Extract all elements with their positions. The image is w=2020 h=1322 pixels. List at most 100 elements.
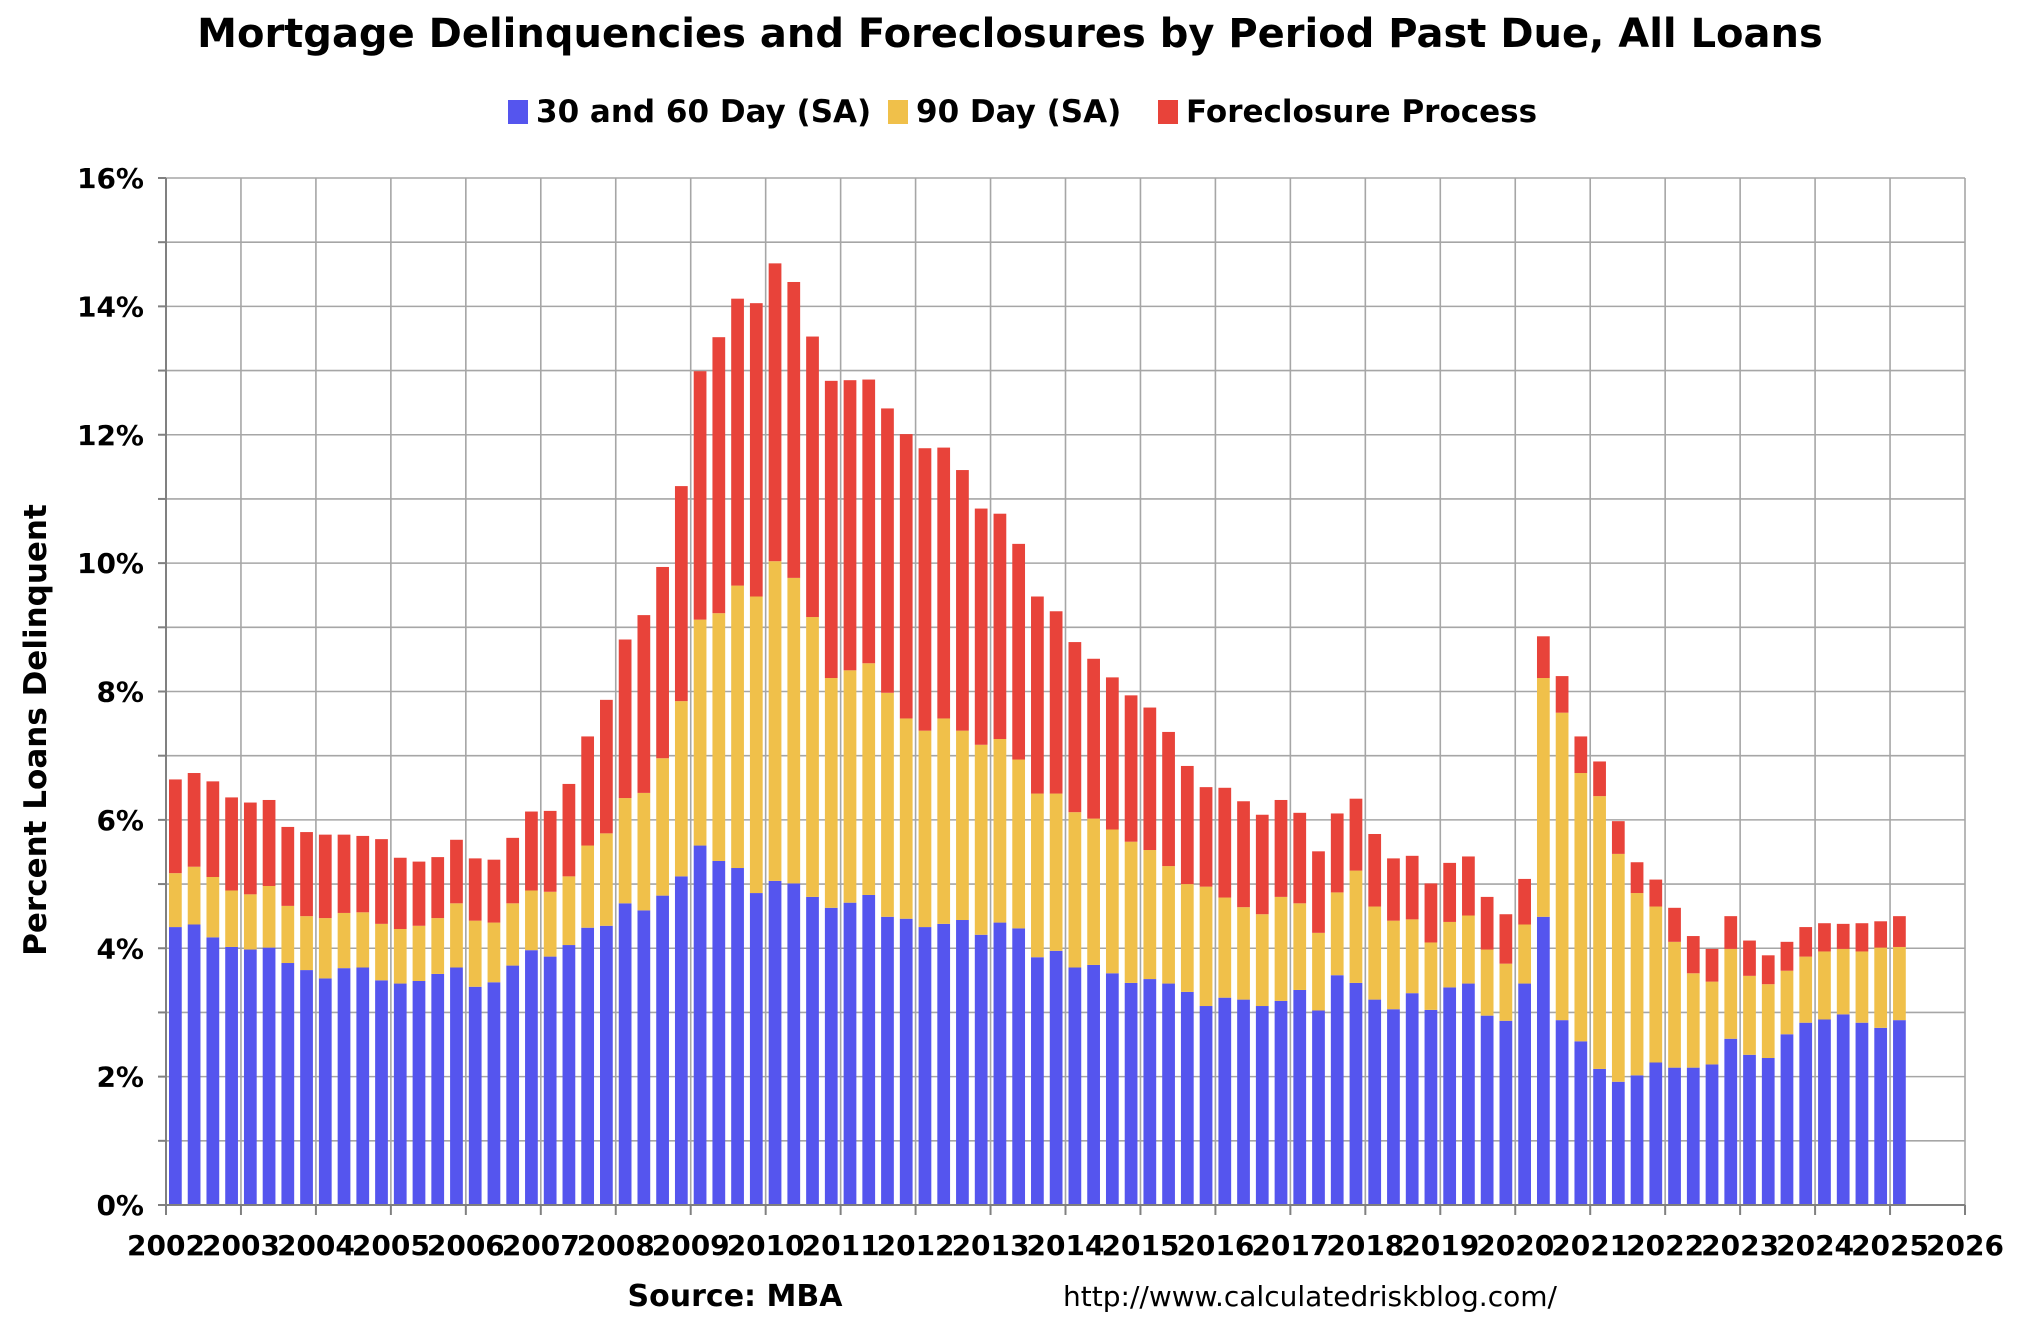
bar-30-60-day [693, 845, 707, 1205]
bar-30-60-day [1818, 1019, 1831, 1205]
bar-90-day [1555, 712, 1569, 1021]
bar-foreclosure [1199, 787, 1213, 887]
bar-90-day [974, 744, 988, 935]
bar-90-day [956, 730, 969, 921]
bar-foreclosure [393, 857, 407, 929]
bar-30-60-day [562, 945, 576, 1205]
bar-90-day [262, 885, 276, 948]
bar-90-day [1049, 793, 1063, 951]
bar-foreclosure [1237, 801, 1250, 908]
bar-90-day [1124, 841, 1138, 983]
bar-foreclosure [168, 779, 182, 874]
bar-foreclosure [1274, 799, 1288, 897]
bar-foreclosure [899, 434, 913, 719]
bar-30-60-day [1105, 973, 1119, 1205]
y-tick-labels: 0% 2% 4% 6% 8% 10% 12% 14% 16% [77, 162, 144, 1222]
bar-foreclosure [1743, 940, 1756, 976]
bar-90-day [1499, 963, 1513, 1021]
legend-item-foreclosure: Foreclosure Process [1158, 94, 1537, 130]
bar-90-day [412, 925, 426, 981]
bar-foreclosure [1049, 611, 1063, 794]
bar-90-day [1611, 853, 1625, 1082]
bar-90-day [450, 903, 463, 968]
bar-foreclosure [937, 447, 951, 719]
x-tick-label: 2015 [1101, 1229, 1179, 1262]
bar-foreclosure [1518, 878, 1531, 925]
bar-30-60-day [637, 910, 651, 1205]
x-tick-label: 2016 [1176, 1229, 1254, 1262]
bar-90-day [693, 619, 707, 846]
bar-90-day [749, 596, 763, 894]
bar-30-60-day [1836, 1014, 1850, 1205]
x-tick-label: 2017 [1251, 1229, 1329, 1262]
bar-90-day [206, 877, 220, 938]
bar-30-60-day [1368, 999, 1382, 1205]
bar-30-60-day [1705, 1064, 1719, 1205]
bar-90-day [562, 876, 576, 946]
bar-foreclosure [1424, 883, 1438, 943]
bar-30-60-day [168, 927, 182, 1205]
bar-90-day [1274, 896, 1288, 1001]
bar-foreclosure [1349, 798, 1363, 871]
bar-foreclosure [581, 736, 595, 846]
bar-foreclosure [506, 837, 520, 904]
bar-30-60-day [806, 896, 819, 1205]
bar-90-day [1649, 906, 1663, 1063]
y-tick-label: 0% [96, 1189, 144, 1222]
x-tick-label: 2013 [952, 1229, 1030, 1262]
bar-foreclosure [918, 448, 932, 731]
bar-30-60-day [431, 973, 445, 1205]
bar-30-60-day [1536, 916, 1550, 1205]
bar-90-day [1780, 970, 1794, 1035]
legend-swatch [1158, 100, 1178, 124]
bar-30-60-day [1049, 950, 1063, 1205]
bar-30-60-day [993, 922, 1007, 1205]
bar-90-day [1387, 920, 1400, 1010]
bar-foreclosure [1705, 948, 1719, 982]
bar-30-60-day [1855, 1022, 1869, 1205]
bar-90-day [768, 561, 782, 881]
y-tick-label: 14% [77, 290, 144, 323]
bar-foreclosure [1124, 695, 1138, 842]
x-tick-label: 2021 [1551, 1229, 1629, 1262]
bar-90-day [431, 918, 445, 974]
bar-30-60-day [506, 965, 520, 1205]
bar-30-60-day [393, 983, 407, 1205]
bar-30-60-day [206, 937, 220, 1205]
bar-90-day [1893, 946, 1906, 1021]
bar-30-60-day [768, 880, 782, 1205]
bar-foreclosure [1780, 941, 1794, 971]
bar-foreclosure [974, 508, 988, 745]
bar-foreclosure [431, 857, 445, 919]
bar-90-day [1293, 903, 1307, 990]
bar-90-day [225, 890, 238, 947]
bar-90-day [1068, 812, 1082, 968]
bar-90-day [1630, 893, 1644, 1076]
bar-90-day [806, 617, 819, 897]
y-tick-label: 16% [77, 162, 144, 195]
bar-foreclosure [337, 834, 351, 913]
bar-foreclosure [1536, 636, 1550, 679]
source-url: http://www.calculatedriskblog.com/ [1063, 1280, 1557, 1313]
bar-90-day [1012, 759, 1026, 929]
bar-30-60-day [300, 970, 313, 1205]
x-tick-label: 2018 [1326, 1229, 1404, 1262]
bar-foreclosure [1480, 896, 1494, 950]
bar-30-60-day [1199, 1006, 1213, 1205]
x-tick-label: 2007 [502, 1229, 580, 1262]
bar-30-60-day [543, 956, 557, 1205]
bar-30-60-day [1611, 1081, 1625, 1205]
bar-90-day [1855, 951, 1869, 1023]
bar-foreclosure [1724, 916, 1738, 949]
bar-30-60-day [1143, 979, 1157, 1205]
legend-label: 30 and 60 Day (SA) [536, 94, 871, 130]
bar-90-day [618, 798, 632, 904]
bar-30-60-day [525, 950, 538, 1205]
bar-foreclosure [1799, 927, 1813, 957]
y-axis-label: Percent Loans Delinquent [18, 504, 54, 956]
bar-90-day [918, 730, 932, 928]
x-tick-label: 2019 [1401, 1229, 1479, 1262]
bar-90-day [187, 866, 201, 925]
bar-90-day [1836, 948, 1850, 1015]
source-note: Source: MBA [628, 1279, 844, 1314]
